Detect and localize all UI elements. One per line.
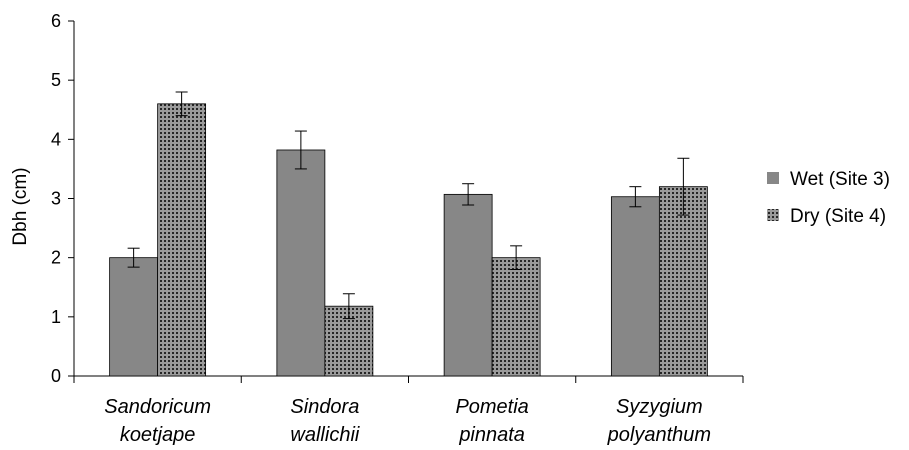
- bar-dry: [157, 103, 207, 377]
- y-tick-label: 0: [51, 366, 61, 386]
- bar-wet: [443, 193, 493, 377]
- x-category-label: wallichii: [290, 424, 359, 446]
- bar-wet: [276, 149, 326, 377]
- x-category-label: Sandoricum: [104, 396, 211, 418]
- bar-dry: [491, 257, 541, 377]
- x-category-label: koetjape: [120, 424, 196, 446]
- legend-label: Dry (Site 4): [790, 206, 886, 227]
- plot-area: 0 1 2 3 4 5 6 Dbh (cm) Sandoricum koetjape Sindora…: [10, 11, 744, 446]
- x-category-label: Pometia: [455, 396, 528, 418]
- y-tick-label: 5: [51, 70, 61, 90]
- y-axis-title: Dbh (cm): [10, 167, 31, 245]
- bar-wet: [610, 196, 660, 377]
- y-tick-label: 2: [51, 248, 61, 268]
- legend-swatch: [767, 209, 779, 221]
- y-tick-label: 1: [51, 307, 61, 327]
- bar-dry: [658, 186, 708, 377]
- bar-wet: [109, 257, 159, 377]
- y-tick-label: 6: [51, 11, 61, 31]
- y-tick-label: 4: [51, 129, 61, 149]
- legend-swatch: [767, 172, 779, 184]
- x-category-label: polyanthum: [607, 424, 711, 446]
- x-category-label: Sindora: [290, 396, 359, 418]
- legend: Wet (Site 3) Dry (Site 4): [767, 169, 890, 227]
- x-category-label: Syzygium: [616, 396, 703, 418]
- legend-label: Wet (Site 3): [790, 169, 890, 190]
- y-tick-label: 3: [51, 189, 61, 209]
- x-category-label: pinnata: [458, 424, 525, 446]
